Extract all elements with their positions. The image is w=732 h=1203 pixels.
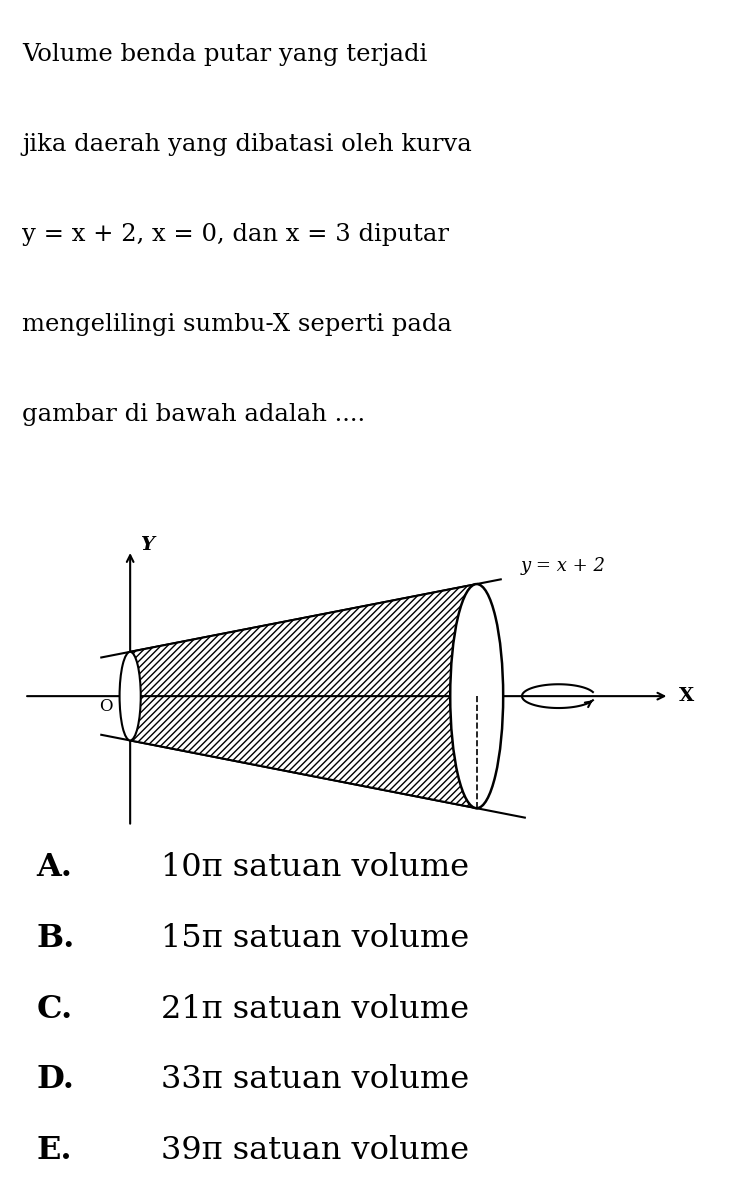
Text: E.: E. <box>37 1136 72 1166</box>
Text: C.: C. <box>37 994 73 1025</box>
Text: Y: Y <box>140 537 154 553</box>
Text: 39π satuan volume: 39π satuan volume <box>161 1136 469 1166</box>
Text: X: X <box>679 687 694 705</box>
Text: 21π satuan volume: 21π satuan volume <box>161 994 469 1025</box>
Text: Volume benda putar yang terjadi: Volume benda putar yang terjadi <box>22 43 427 66</box>
Ellipse shape <box>450 583 503 808</box>
Text: 10π satuan volume: 10π satuan volume <box>161 852 469 883</box>
Text: y = x + 2, x = 0, dan x = 3 diputar: y = x + 2, x = 0, dan x = 3 diputar <box>22 223 449 245</box>
Text: mengelilingi sumbu-X seperti pada: mengelilingi sumbu-X seperti pada <box>22 313 452 336</box>
Text: A.: A. <box>37 852 72 883</box>
Text: 33π satuan volume: 33π satuan volume <box>161 1065 469 1096</box>
Ellipse shape <box>119 652 141 740</box>
Text: jika daerah yang dibatasi oleh kurva: jika daerah yang dibatasi oleh kurva <box>22 132 471 156</box>
Text: 3: 3 <box>477 707 487 724</box>
Text: O: O <box>100 698 113 715</box>
Text: 15π satuan volume: 15π satuan volume <box>161 923 469 954</box>
Text: D.: D. <box>37 1065 75 1096</box>
Text: B.: B. <box>37 923 75 954</box>
Polygon shape <box>130 583 477 808</box>
Text: y = x + 2: y = x + 2 <box>521 557 606 575</box>
Text: gambar di bawah adalah ....: gambar di bawah adalah .... <box>22 403 365 426</box>
